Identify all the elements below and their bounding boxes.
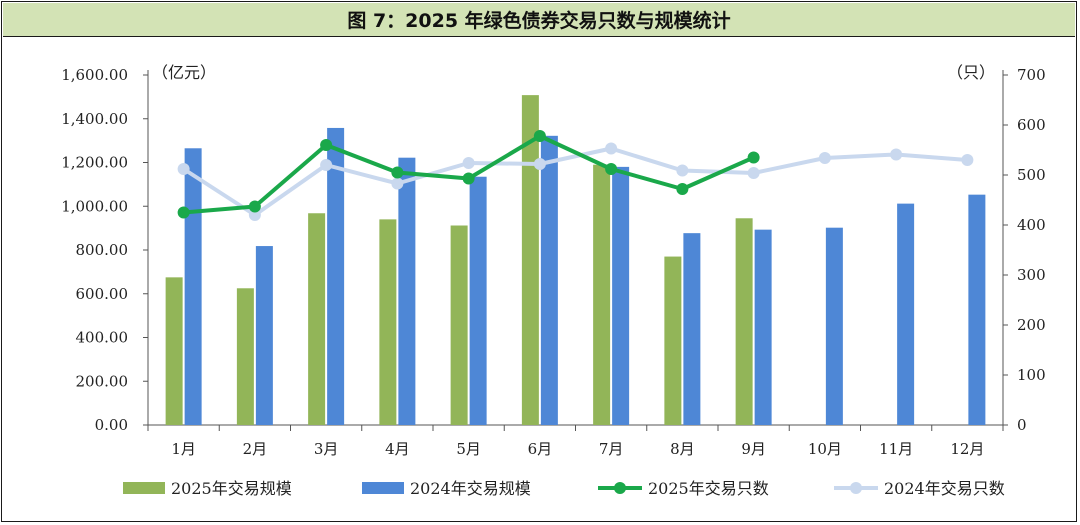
- x-tick-label: 1月: [171, 440, 196, 458]
- legend-2024-count-label: 2024年交易只数: [884, 479, 1005, 498]
- bar-2024-scale: [825, 227, 843, 425]
- bars-layer: [165, 95, 986, 425]
- point-2024-count: [177, 163, 190, 175]
- bar-2025-scale: [379, 219, 397, 425]
- point-2024-count: [391, 177, 404, 190]
- point-2025-count: [320, 139, 333, 151]
- lines-layer: [177, 130, 974, 221]
- legend: 2025年交易规模 2024年交易规模 2025年交易只数 2024年交易只数: [123, 479, 1005, 498]
- legend-2025-scale-swatch: [123, 482, 165, 494]
- x-tick-label: 7月: [599, 440, 624, 458]
- bar-2025-scale: [450, 225, 468, 425]
- line-2024-count: [182, 146, 968, 217]
- title-bar: 图 7：2025 年绿色债券交易只数与规模统计: [3, 3, 1075, 37]
- point-2025-count: [391, 166, 404, 179]
- point-2024-count: [320, 159, 333, 171]
- y-right-tick-label: 0: [1017, 416, 1027, 434]
- point-2024-count: [605, 142, 618, 155]
- y-left-tick-label: 1,400.00: [61, 110, 128, 128]
- y-right-tick-label: 100: [1017, 366, 1046, 384]
- x-tick-label: 11月: [879, 440, 913, 458]
- point-2024-count: [818, 152, 831, 164]
- legend-2024-scale-label: 2024年交易规模: [410, 479, 531, 498]
- bar-2025-scale: [165, 277, 183, 425]
- y-left-tick-label: 800.00: [76, 241, 129, 259]
- x-tick-label: 6月: [528, 440, 553, 458]
- y-right-tick-label: 300: [1017, 266, 1046, 284]
- legend-2024-count-swatch-marker: [850, 482, 862, 494]
- bar-2024-scale: [968, 194, 986, 425]
- bar-2025-scale: [236, 288, 254, 425]
- x-tick-label: 8月: [670, 440, 695, 458]
- bar-2025-scale: [735, 218, 753, 425]
- point-2025-count: [248, 200, 261, 213]
- bar-2024-scale: [469, 176, 487, 425]
- x-tick-label: 10月: [808, 440, 842, 458]
- bar-2024-scale: [398, 157, 416, 425]
- point-2024-count: [961, 154, 974, 166]
- y-left-tick-label: 0.00: [95, 416, 128, 434]
- point-2024-count: [533, 158, 546, 170]
- legend-2025-count-label: 2025年交易只数: [648, 479, 769, 498]
- bar-2024-scale: [327, 127, 345, 425]
- bar-2024-scale: [897, 203, 915, 425]
- y-right-tick-label: 600: [1017, 116, 1046, 134]
- y-left-tick-label: 600.00: [76, 285, 129, 303]
- axes-layer: 0.00 200.00 400.00 600.00 800.00 1,000.00 1,20…: [61, 63, 1045, 458]
- y-left-tick-label: 1,200.00: [61, 154, 128, 172]
- point-2025-count: [605, 163, 618, 175]
- bar-2024-scale: [754, 229, 772, 425]
- legend-2024-scale-swatch: [362, 482, 404, 494]
- bar-2024-scale: [540, 135, 558, 425]
- point-2025-count: [533, 130, 546, 142]
- chart-title: 图 7：2025 年绿色债券交易只数与规模统计: [347, 10, 731, 32]
- point-2024-count: [676, 164, 689, 177]
- y-right-tick-label: 500: [1017, 166, 1046, 184]
- point-2024-count: [747, 167, 760, 179]
- point-2024-count: [248, 209, 261, 221]
- point-2025-count: [462, 172, 475, 185]
- y-left-tick-label: 400.00: [76, 329, 129, 347]
- point-2025-count: [676, 183, 689, 195]
- point-2025-count: [177, 206, 190, 219]
- y-left-tick-label: 1,000.00: [61, 197, 128, 215]
- bar-2025-scale: [593, 164, 611, 425]
- point-2024-count: [462, 157, 475, 169]
- x-tick-label: 9月: [741, 440, 766, 458]
- x-tick-label: 3月: [314, 440, 339, 458]
- y-left-tick-label: 1,600.00: [61, 66, 128, 84]
- point-2024-count: [890, 148, 903, 161]
- bar-2024-scale: [683, 233, 701, 425]
- y-left-tick-label: 200.00: [76, 372, 129, 390]
- legend-2025-scale-label: 2025年交易规模: [171, 479, 292, 498]
- bar-2025-scale: [664, 256, 682, 425]
- y-left-unit-label: （亿元）: [152, 63, 216, 82]
- x-tick-label: 4月: [385, 440, 410, 458]
- y-right-tick-label: 200: [1017, 316, 1046, 334]
- y-right-unit-label: （只）: [947, 63, 995, 82]
- x-tick-label: 2月: [243, 440, 268, 458]
- x-tick-label: 12月: [950, 440, 984, 458]
- y-right-tick-label: 400: [1017, 216, 1046, 234]
- bar-2025-scale: [308, 213, 326, 425]
- bar-2024-scale: [255, 246, 273, 425]
- bar-2025-scale: [521, 95, 539, 425]
- legend-2025-count-swatch-marker: [614, 482, 626, 494]
- bar-2024-scale: [184, 148, 202, 425]
- point-2025-count: [747, 151, 760, 164]
- bar-2024-scale: [612, 166, 630, 425]
- x-tick-label: 5月: [456, 440, 481, 458]
- y-right-tick-label: 700: [1017, 66, 1046, 84]
